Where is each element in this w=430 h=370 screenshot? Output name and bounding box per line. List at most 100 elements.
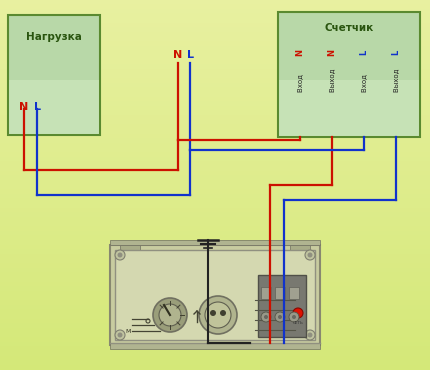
Bar (0, 240, 430, 241)
Bar (0, 98, 430, 99)
Bar (0, 95, 430, 96)
Bar (0, 215, 430, 216)
Text: Счетчик: Счетчик (324, 23, 374, 33)
Bar (0, 102, 430, 103)
Bar (0, 304, 430, 305)
Bar (0, 334, 430, 335)
Bar (0, 87, 430, 88)
Bar (0, 89, 430, 90)
Bar (0, 324, 430, 325)
Bar (0, 250, 430, 251)
Bar (0, 322, 430, 323)
Bar (275, 287, 285, 299)
Bar (0, 332, 430, 333)
Bar (0, 263, 430, 264)
Bar (0, 94, 430, 95)
Bar (0, 278, 430, 279)
Bar (0, 183, 430, 184)
Bar (0, 302, 430, 303)
FancyBboxPatch shape (9, 80, 99, 134)
Bar (0, 176, 430, 177)
Bar (0, 339, 430, 340)
Bar (0, 224, 430, 225)
Circle shape (115, 330, 125, 340)
Bar (0, 73, 430, 74)
Bar (261, 287, 271, 299)
Bar (0, 157, 430, 158)
Bar (0, 46, 430, 47)
Bar (0, 47, 430, 48)
Bar (0, 28, 430, 29)
Bar (0, 120, 430, 121)
Bar (0, 193, 430, 194)
Bar (0, 197, 430, 198)
Bar (0, 333, 430, 334)
Bar (0, 27, 430, 28)
Bar (0, 342, 430, 343)
Bar (0, 331, 430, 332)
Bar (0, 16, 430, 17)
Bar (0, 44, 430, 45)
Bar (0, 231, 430, 232)
Circle shape (292, 315, 296, 319)
Bar (0, 130, 430, 131)
Bar (0, 307, 430, 308)
Bar (0, 42, 430, 43)
Bar (0, 41, 430, 42)
Bar (0, 92, 430, 93)
Bar (0, 181, 430, 182)
Bar (0, 118, 430, 119)
Bar (0, 90, 430, 91)
Bar (110, 240, 320, 245)
Bar (0, 295, 430, 296)
Circle shape (307, 252, 313, 258)
Bar (0, 76, 430, 77)
Bar (0, 133, 430, 134)
Bar (0, 61, 430, 62)
Bar (0, 297, 430, 298)
Circle shape (289, 312, 299, 322)
Circle shape (117, 252, 123, 258)
Bar (0, 209, 430, 210)
Bar (0, 70, 430, 71)
Bar (0, 179, 430, 180)
Bar (0, 174, 430, 175)
Bar (0, 153, 430, 154)
Bar (0, 124, 430, 125)
Bar (0, 8, 430, 9)
Bar (0, 296, 430, 297)
Bar (0, 294, 430, 295)
Bar (0, 140, 430, 141)
Text: СЕТЬ: СЕТЬ (293, 321, 304, 325)
Bar (0, 74, 430, 75)
Bar (0, 145, 430, 146)
Bar (0, 346, 430, 347)
Bar (0, 54, 430, 55)
Bar (0, 59, 430, 60)
Bar (0, 238, 430, 239)
Bar (0, 213, 430, 214)
Bar (0, 188, 430, 189)
Bar (0, 348, 430, 349)
Bar (0, 161, 430, 162)
Bar (0, 110, 430, 111)
Circle shape (220, 310, 226, 316)
Bar (0, 78, 430, 79)
Bar (0, 323, 430, 324)
Circle shape (115, 250, 125, 260)
Bar (0, 71, 430, 72)
Bar (0, 288, 430, 289)
Bar (0, 260, 430, 261)
Bar (0, 127, 430, 128)
Bar (0, 229, 430, 230)
Bar (0, 32, 430, 33)
Bar (0, 52, 430, 53)
Bar (0, 367, 430, 368)
Bar (0, 352, 430, 353)
Text: L: L (391, 49, 400, 55)
Bar (0, 212, 430, 213)
Bar (0, 154, 430, 155)
Bar (0, 117, 430, 118)
Bar (0, 97, 430, 98)
Bar (0, 141, 430, 142)
